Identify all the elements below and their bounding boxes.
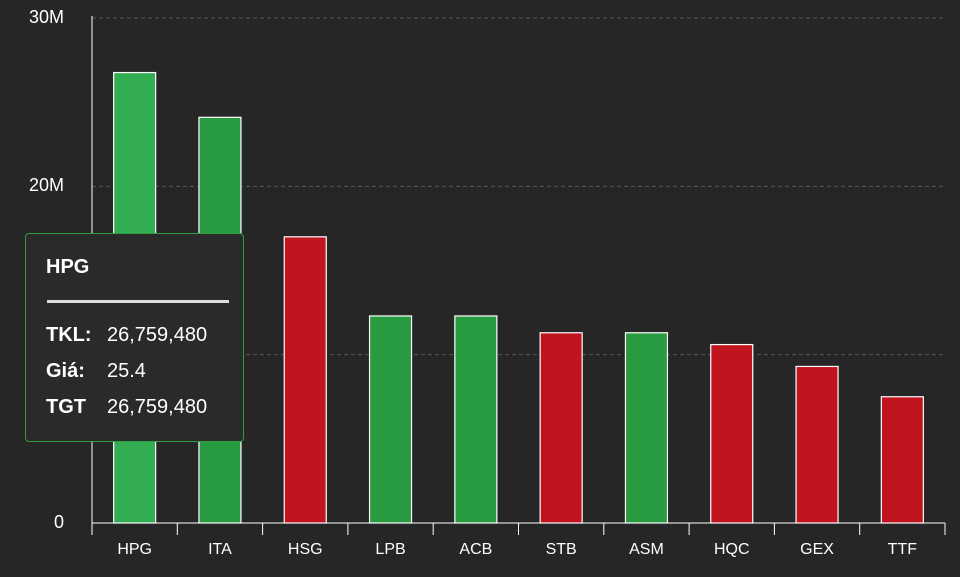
tooltip-row: TKL: 26,759,480 [46, 324, 207, 347]
tooltip-row: TGT 26,759,480 [46, 396, 207, 419]
bar [710, 343, 754, 524]
x-tick-label: HPG [117, 541, 152, 558]
bar [795, 365, 839, 524]
y-tick-label: 0 [54, 512, 64, 532]
x-tick-label: TTF [888, 541, 918, 558]
bar [368, 315, 413, 524]
x-tick-label: ACB [459, 541, 492, 558]
tooltip-title: HPG [46, 256, 90, 278]
y-tick-label: 30M [29, 7, 64, 27]
y-tick-label: 20M [29, 175, 64, 195]
tooltip: HPG TKL: 26,759,480 Giá: 25.4 TGT 26,759,480 [25, 233, 244, 442]
tooltip-value: 26,759,480 [107, 324, 208, 346]
tooltip-separator [47, 300, 229, 303]
tooltip-row: Giá: 25.4 [46, 360, 146, 383]
x-tick-label: STB [546, 541, 577, 558]
tooltip-value: 25.4 [107, 360, 146, 382]
bar [624, 332, 669, 524]
tooltip-value: 26,759,480 [107, 396, 208, 418]
bar [283, 236, 327, 524]
tooltip-key: TGT [46, 396, 86, 418]
x-tick-label: LPB [375, 541, 405, 558]
x-tick-label: HSG [288, 541, 323, 558]
x-tick-label: ITA [208, 541, 232, 558]
tooltip-key: TKL: [46, 324, 92, 346]
tooltip-key: Giá: [46, 360, 85, 382]
x-tick-label: HQC [714, 541, 750, 558]
bar [880, 396, 924, 524]
bar [539, 332, 583, 524]
x-tick-label: GEX [800, 541, 834, 558]
bar [454, 315, 498, 524]
x-tick-label: ASM [629, 541, 664, 558]
